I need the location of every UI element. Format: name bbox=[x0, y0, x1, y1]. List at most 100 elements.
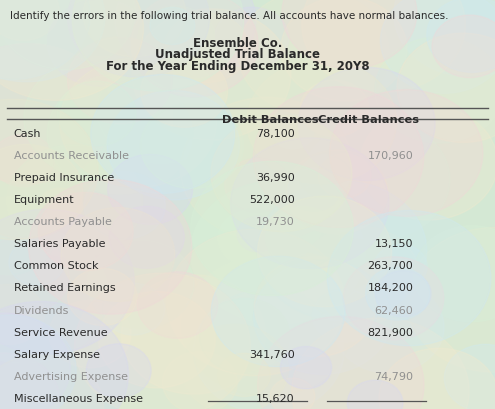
Circle shape bbox=[254, 256, 376, 357]
Circle shape bbox=[270, 378, 315, 409]
Circle shape bbox=[0, 44, 113, 184]
Circle shape bbox=[300, 227, 419, 324]
Circle shape bbox=[49, 300, 131, 368]
Circle shape bbox=[59, 58, 216, 187]
Circle shape bbox=[0, 237, 69, 315]
Circle shape bbox=[253, 260, 392, 374]
Circle shape bbox=[225, 158, 290, 212]
Circle shape bbox=[0, 0, 105, 82]
Circle shape bbox=[257, 317, 424, 409]
Circle shape bbox=[9, 239, 64, 285]
Circle shape bbox=[379, 348, 495, 409]
Circle shape bbox=[333, 281, 444, 373]
Circle shape bbox=[137, 272, 218, 338]
Circle shape bbox=[181, 97, 354, 240]
Circle shape bbox=[0, 197, 55, 275]
Circle shape bbox=[0, 315, 76, 409]
Text: Common Stock: Common Stock bbox=[14, 261, 99, 271]
Circle shape bbox=[115, 0, 256, 79]
Circle shape bbox=[121, 275, 266, 394]
Circle shape bbox=[218, 353, 270, 397]
Text: Prepaid Insurance: Prepaid Insurance bbox=[14, 173, 114, 183]
Text: 15,620: 15,620 bbox=[256, 394, 295, 404]
Circle shape bbox=[0, 353, 60, 409]
Circle shape bbox=[72, 0, 244, 91]
Circle shape bbox=[6, 145, 143, 257]
Circle shape bbox=[0, 144, 83, 239]
Circle shape bbox=[344, 257, 444, 340]
Circle shape bbox=[84, 172, 165, 239]
Circle shape bbox=[284, 254, 333, 294]
Circle shape bbox=[29, 179, 192, 314]
Text: 522,000: 522,000 bbox=[249, 195, 295, 205]
Circle shape bbox=[132, 9, 291, 140]
Text: Ensemble Co.: Ensemble Co. bbox=[193, 37, 282, 50]
Circle shape bbox=[108, 154, 193, 225]
Circle shape bbox=[0, 135, 54, 187]
Circle shape bbox=[138, 6, 215, 70]
Text: Cash: Cash bbox=[14, 129, 42, 139]
Text: Service Revenue: Service Revenue bbox=[14, 328, 107, 337]
Circle shape bbox=[47, 74, 193, 194]
Circle shape bbox=[288, 169, 340, 211]
Circle shape bbox=[266, 207, 340, 268]
Circle shape bbox=[280, 346, 332, 389]
Text: Salary Expense: Salary Expense bbox=[14, 350, 100, 360]
Circle shape bbox=[164, 13, 248, 83]
Circle shape bbox=[107, 90, 240, 200]
Circle shape bbox=[141, 56, 228, 127]
Circle shape bbox=[67, 37, 172, 124]
Circle shape bbox=[394, 0, 495, 77]
Circle shape bbox=[191, 180, 365, 324]
Text: For the Year Ending December 31, 20Y8: For the Year Ending December 31, 20Y8 bbox=[106, 60, 369, 73]
Circle shape bbox=[253, 87, 424, 227]
Circle shape bbox=[150, 7, 195, 45]
Circle shape bbox=[38, 192, 133, 271]
Circle shape bbox=[0, 0, 135, 70]
Text: 36,990: 36,990 bbox=[256, 173, 295, 183]
Circle shape bbox=[238, 0, 389, 115]
Circle shape bbox=[272, 115, 313, 149]
Circle shape bbox=[211, 115, 352, 232]
Circle shape bbox=[360, 106, 495, 220]
Circle shape bbox=[330, 90, 483, 216]
Circle shape bbox=[68, 268, 137, 326]
Circle shape bbox=[427, 0, 495, 72]
Circle shape bbox=[281, 0, 407, 101]
Circle shape bbox=[91, 74, 235, 193]
Circle shape bbox=[0, 355, 103, 409]
Text: 62,460: 62,460 bbox=[375, 306, 413, 315]
Circle shape bbox=[432, 15, 495, 78]
Text: Equipment: Equipment bbox=[14, 195, 74, 205]
Text: 19,730: 19,730 bbox=[256, 217, 295, 227]
Circle shape bbox=[269, 204, 322, 249]
Text: 170,960: 170,960 bbox=[368, 151, 413, 161]
Circle shape bbox=[374, 245, 427, 288]
Circle shape bbox=[366, 267, 430, 320]
Circle shape bbox=[0, 284, 45, 345]
Circle shape bbox=[257, 196, 392, 307]
Text: Salaries Payable: Salaries Payable bbox=[14, 239, 105, 249]
Circle shape bbox=[0, 0, 144, 100]
Circle shape bbox=[0, 0, 59, 40]
Circle shape bbox=[312, 289, 376, 342]
Text: Dividends: Dividends bbox=[14, 306, 69, 315]
Circle shape bbox=[83, 0, 186, 57]
Circle shape bbox=[75, 273, 250, 409]
Text: Accounts Payable: Accounts Payable bbox=[14, 217, 112, 227]
Text: 13,150: 13,150 bbox=[375, 239, 413, 249]
Circle shape bbox=[24, 56, 173, 180]
Circle shape bbox=[0, 99, 98, 240]
Text: Advertising Expense: Advertising Expense bbox=[14, 372, 128, 382]
Text: 263,700: 263,700 bbox=[368, 261, 413, 271]
Circle shape bbox=[302, 0, 465, 92]
Circle shape bbox=[86, 344, 151, 398]
Circle shape bbox=[406, 227, 495, 372]
Text: Credit Balances: Credit Balances bbox=[318, 115, 419, 125]
Circle shape bbox=[47, 0, 152, 86]
Text: 341,760: 341,760 bbox=[249, 350, 295, 360]
Text: 74,790: 74,790 bbox=[374, 372, 413, 382]
Circle shape bbox=[215, 7, 289, 68]
Circle shape bbox=[131, 0, 258, 97]
Circle shape bbox=[0, 0, 90, 79]
